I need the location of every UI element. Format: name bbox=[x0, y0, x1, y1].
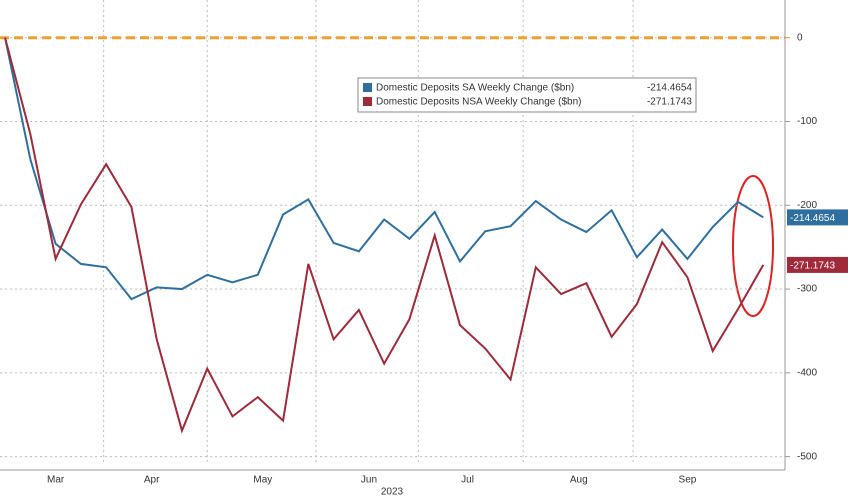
legend-value: -271.1743 bbox=[647, 97, 692, 108]
last-value-tag bbox=[787, 256, 848, 273]
legend-swatch bbox=[363, 97, 372, 106]
x-tick-label: Mar bbox=[47, 475, 65, 486]
x-tick-label: Sep bbox=[679, 475, 697, 486]
highlight-ellipse bbox=[732, 175, 774, 317]
x-axis-year: 2023 bbox=[381, 487, 404, 498]
last-value-label: -271.1743 bbox=[790, 261, 835, 272]
y-tick-label: -100 bbox=[797, 116, 817, 127]
x-tick-label: Aug bbox=[570, 475, 588, 486]
x-tick-label: Apr bbox=[144, 475, 160, 486]
y-tick-label: -200 bbox=[797, 200, 817, 211]
legend: Domestic Deposits SA Weekly Change ($bn)… bbox=[357, 77, 697, 113]
legend-label: Domestic Deposits SA Weekly Change ($bn) bbox=[376, 83, 574, 94]
x-tick-label: May bbox=[253, 475, 272, 486]
legend-swatch bbox=[363, 83, 372, 92]
series-line bbox=[4, 37, 764, 301]
last-value-label: -214.4654 bbox=[790, 213, 835, 224]
legend-label: Domestic Deposits NSA Weekly Change ($bn… bbox=[376, 97, 581, 108]
y-tick-label: 0 bbox=[797, 32, 803, 43]
series-line bbox=[4, 37, 765, 434]
y-tick-label: -300 bbox=[797, 284, 817, 295]
y-tick-label: -500 bbox=[797, 451, 817, 462]
last-value-tag bbox=[787, 209, 848, 226]
x-tick-label: Jun bbox=[361, 475, 377, 486]
y-tick-label: -400 bbox=[797, 367, 817, 378]
legend-value: -214.4654 bbox=[647, 83, 692, 94]
x-tick-label: Jul bbox=[461, 475, 474, 486]
legend-box bbox=[357, 77, 697, 113]
